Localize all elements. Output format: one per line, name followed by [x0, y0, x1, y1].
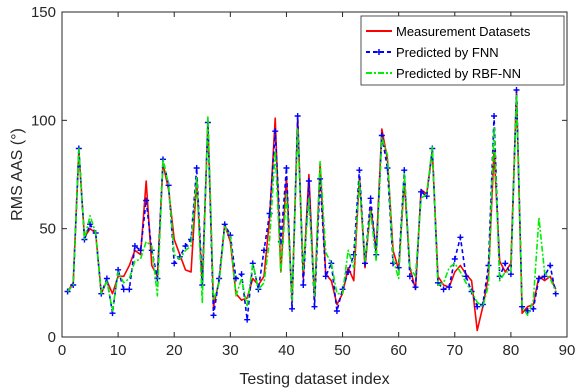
data-point — [401, 167, 408, 174]
data-point — [440, 286, 447, 293]
data-point — [305, 178, 312, 184]
series-line-1 — [67, 89, 557, 321]
data-point — [412, 284, 419, 291]
data-point — [552, 290, 559, 297]
data-point — [530, 305, 537, 312]
x-tick-label: 20 — [166, 342, 183, 359]
x-tick-label: 90 — [559, 342, 576, 359]
y-axis-label: RMS AAS (°) — [9, 128, 26, 221]
data-point — [294, 113, 301, 119]
x-tick-label: 10 — [110, 342, 127, 359]
data-point — [238, 271, 245, 278]
x-tick-label: 70 — [446, 342, 463, 359]
data-point — [210, 312, 217, 319]
x-tick-label: 80 — [503, 342, 520, 359]
legend-box — [360, 15, 565, 86]
data-point — [193, 165, 200, 171]
data-point — [463, 273, 469, 280]
legend-label-measurement: Measurement Datasets — [396, 24, 531, 39]
data-point — [345, 269, 352, 275]
y-tick-label: 150 — [31, 4, 56, 21]
data-point — [418, 188, 425, 195]
x-tick-label: 50 — [334, 342, 351, 359]
data-point — [333, 308, 340, 314]
data-point — [283, 165, 290, 171]
y-tick-label: 50 — [39, 221, 56, 238]
data-point — [261, 247, 267, 254]
data-point — [367, 195, 374, 202]
data-point — [103, 275, 110, 282]
data-point — [547, 262, 554, 269]
y-tick-label: 0 — [48, 329, 56, 346]
data-point — [474, 303, 481, 310]
data-point — [513, 87, 520, 93]
y-tick-label: 100 — [31, 112, 56, 129]
ticks-layer: 0 10 20 30 40 50 60 70 80 90 0 50 100 150 — [31, 4, 575, 359]
data-point — [406, 273, 413, 280]
data-point — [289, 305, 296, 312]
data-point — [541, 273, 548, 280]
data-point — [451, 256, 458, 262]
x-tick-label: 60 — [390, 342, 407, 359]
series-2 — [67, 93, 557, 317]
data-point — [126, 286, 133, 293]
x-tick-label: 30 — [222, 342, 239, 359]
x-tick-label: 40 — [278, 342, 295, 359]
legend: Measurement Datasets Predicted by FNN Pr… — [360, 15, 565, 86]
legend-label-rbf: Predicted by RBF-NN — [396, 66, 521, 81]
data-point — [491, 113, 498, 119]
data-point — [535, 275, 542, 282]
data-point — [131, 243, 138, 249]
data-point — [356, 167, 363, 174]
series-layer — [64, 87, 559, 332]
data-point — [311, 303, 318, 310]
data-point — [171, 260, 178, 267]
data-point — [300, 282, 307, 288]
plot-frame — [61, 11, 568, 338]
data-point — [143, 197, 150, 204]
data-point — [457, 234, 464, 241]
x-tick-label: 0 — [58, 342, 66, 359]
data-point — [182, 243, 189, 249]
data-point — [244, 316, 251, 323]
series-line-2 — [67, 93, 557, 317]
data-point — [446, 284, 453, 291]
data-point — [322, 273, 329, 280]
legend-label-fnn: Predicted by FNN — [396, 45, 499, 60]
x-axis-label: Testing dataset index — [239, 371, 389, 388]
legend-marker-fnn — [376, 49, 382, 55]
data-point — [120, 286, 127, 293]
data-point — [272, 128, 279, 135]
data-point — [232, 275, 239, 282]
data-point — [502, 260, 509, 267]
